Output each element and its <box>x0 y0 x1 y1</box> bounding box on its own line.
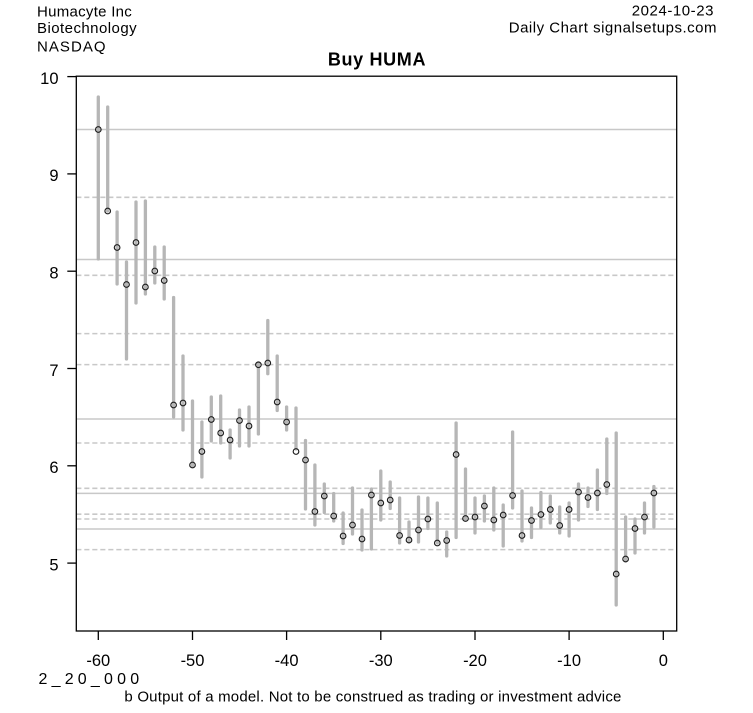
svg-text:-40: -40 <box>275 652 299 670</box>
svg-text:Humacyte Inc: Humacyte Inc <box>37 3 132 20</box>
svg-text:b Output of a model. Not to be: b Output of a model. Not to be construed… <box>124 689 621 706</box>
svg-text:0: 0 <box>659 652 668 670</box>
svg-text:Buy HUMA: Buy HUMA <box>328 50 426 70</box>
svg-text:2_20_000: 2_20_000 <box>39 671 144 688</box>
svg-text:6: 6 <box>49 459 58 477</box>
svg-text:-50: -50 <box>181 652 205 670</box>
svg-text:5: 5 <box>49 556 58 574</box>
svg-text:-60: -60 <box>86 652 110 670</box>
svg-text:9: 9 <box>49 167 58 185</box>
svg-text:Biotechnology: Biotechnology <box>37 20 137 37</box>
svg-text:7: 7 <box>49 362 58 380</box>
svg-text:NASDAQ: NASDAQ <box>37 39 107 56</box>
svg-text:-20: -20 <box>463 652 487 670</box>
svg-text:8: 8 <box>49 265 58 283</box>
svg-text:-10: -10 <box>557 652 581 670</box>
svg-text:Daily Chart signalsetups.com: Daily Chart signalsetups.com <box>509 20 717 37</box>
svg-text:2024-10-23: 2024-10-23 <box>632 3 714 20</box>
svg-text:-30: -30 <box>369 652 393 670</box>
svg-text:10: 10 <box>40 70 58 88</box>
